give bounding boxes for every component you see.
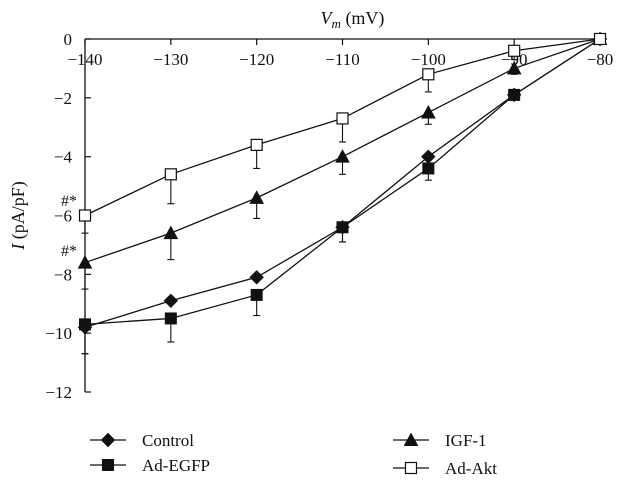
annotations: #* #* — [61, 193, 77, 260]
legend-marker-ad-egfp — [102, 459, 114, 471]
data-point-ad-akt — [250, 138, 263, 151]
data-point-igf-1 — [249, 190, 265, 204]
series-lines — [84, 38, 601, 328]
y-tick-label: −6 — [54, 207, 72, 226]
y-axis-title-main: I — [8, 243, 28, 251]
data-point-control — [249, 270, 264, 285]
data-point-control — [163, 293, 179, 309]
data-point-ad-akt — [422, 68, 435, 81]
y-tick-label: −8 — [54, 265, 72, 284]
significance-annotation: #* — [61, 193, 77, 210]
series-line-ad-egfp — [84, 38, 601, 325]
data-point-ad-akt — [164, 168, 177, 181]
legend: Control Ad-EGFP IGF-1 Ad-Akt — [90, 431, 497, 478]
data-point-ad-akt — [336, 112, 349, 125]
legend-item-ad-egfp: Ad-EGFP — [90, 456, 210, 475]
data-point-ad-egfp — [164, 312, 177, 325]
x-axis-title: Vm (mV) — [321, 8, 385, 31]
data-point-ad-egfp — [508, 88, 521, 101]
y-tick-label: −12 — [45, 383, 72, 402]
y-tick-label: −4 — [54, 148, 73, 167]
significance-annotation: #* — [61, 243, 77, 260]
series-line-control — [84, 38, 601, 328]
data-point-ad-egfp — [422, 162, 435, 175]
x-tick-label: −80 — [587, 50, 614, 69]
legend-item-control: Control — [90, 431, 194, 450]
data-point-ad-egfp — [79, 318, 91, 331]
legend-marker-ad-akt — [404, 461, 418, 475]
y-axis-title: I (pA/pF) — [8, 181, 29, 251]
y-axis-title-unit: (pA/pF) — [8, 181, 29, 244]
legend-label: Ad-Akt — [445, 459, 497, 478]
data-point-ad-egfp — [250, 288, 263, 301]
data-point-igf-1 — [506, 60, 522, 75]
y-tick-label: −10 — [45, 324, 72, 343]
legend-item-igf-1: IGF-1 — [393, 431, 487, 450]
legend-marker-igf-1 — [403, 432, 419, 446]
x-axis-title-unit: (mV) — [341, 8, 385, 29]
x-tick-label: −130 — [153, 50, 188, 69]
x-tick-label: −100 — [411, 50, 446, 69]
x-axis-title-sub: m — [332, 16, 341, 31]
data-point-ad-akt — [508, 44, 521, 57]
legend-label: IGF-1 — [445, 431, 487, 450]
x-tick-label: −140 — [67, 50, 102, 69]
series-markers — [77, 31, 608, 335]
x-tick-label: −120 — [239, 50, 274, 69]
legend-label: Control — [142, 431, 194, 450]
data-point-igf-1 — [77, 255, 93, 269]
data-point-igf-1 — [335, 149, 350, 163]
data-point-igf-1 — [420, 104, 436, 119]
y-tick-label: 0 — [64, 30, 73, 49]
x-axis-title-main: V — [321, 8, 334, 28]
data-point-igf-1 — [163, 225, 179, 240]
data-point-ad-akt — [593, 32, 607, 46]
y-tick-label: −2 — [54, 89, 72, 108]
axes: −140−130−120−110−100−90−800−2−4−6−8−10−1… — [8, 8, 613, 402]
error-bars — [81, 50, 518, 355]
legend-marker-control — [100, 432, 116, 448]
x-tick-label: −110 — [325, 50, 359, 69]
legend-item-ad-akt: Ad-Akt — [393, 459, 497, 478]
legend-label: Ad-EGFP — [142, 456, 210, 475]
data-point-ad-akt — [78, 209, 92, 222]
data-point-ad-egfp — [336, 221, 349, 234]
